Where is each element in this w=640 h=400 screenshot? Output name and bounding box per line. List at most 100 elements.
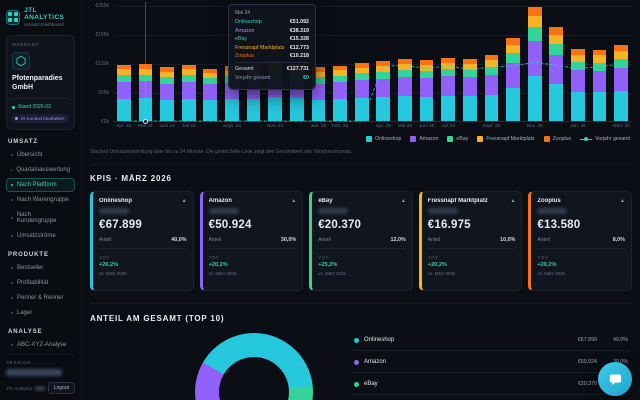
bar-column[interactable]: Apr. 25: [373, 6, 395, 129]
stacked-bar: [333, 65, 347, 121]
bar-column[interactable]: Nov. 25: [524, 6, 546, 129]
bar-column[interactable]: Feb. 25: [329, 6, 351, 129]
stacked-bar: [398, 58, 412, 121]
top10-row-ebay: eBay€20.37012,0%: [352, 373, 630, 395]
tooltip-row: Zooplus €10.218: [235, 53, 309, 59]
tooltip-series-name: Amazon: [235, 27, 255, 34]
x-tick-label: Nov. 25: [526, 124, 543, 129]
legend-label: Zooplus: [552, 136, 572, 142]
chart-tooltip: Mai 24 Onlineshop €51.092 Amazon €38.319 eBa…: [228, 4, 316, 90]
bar-segment-ebay: [116, 75, 131, 82]
tooltip-series-name: eBay: [235, 36, 248, 43]
donut-chart[interactable]: [195, 333, 313, 400]
legend-item-fressnapf-marktplatz[interactable]: Fressnapf Marktplatz: [477, 136, 535, 142]
share-section-title: ANTEIL AM GESAMT (TOP 10): [90, 314, 225, 323]
y-tick-label: €195k: [95, 32, 109, 38]
bar-segment-amazon: [203, 84, 218, 100]
sidebar-item-nach-warengruppe[interactable]: Nach Warengruppe: [6, 193, 75, 207]
platform-badge-redacted: [208, 208, 239, 214]
gesamt-label: Gesamt: [235, 66, 254, 73]
sidebar-item-label: Umsatzströme: [17, 233, 56, 240]
tooltip-series-value: €38.319: [289, 27, 309, 34]
bar-column[interactable]: Juli 24: [178, 6, 200, 129]
bar-column[interactable]: [546, 6, 568, 121]
sidebar-item-profitabilität[interactable]: Profitabilität: [6, 276, 75, 290]
bar-column[interactable]: Jan. 26: [567, 6, 589, 129]
nav-section-title: UMSATZ: [8, 139, 38, 146]
kpi-card-value: €67.899: [99, 219, 142, 231]
bar-segment-onlineshop: [462, 96, 477, 121]
anteil-value: 30,0%: [280, 237, 297, 243]
bar-segment-ebay: [398, 69, 412, 78]
bar-column[interactable]: Juli 25: [437, 6, 459, 129]
bar-segment-zooplus: [571, 48, 585, 55]
bar-segment-amazon: [527, 41, 542, 76]
bar-segment-onlineshop: [527, 75, 542, 121]
stacked-bar: [614, 45, 629, 121]
sidebar-item-penner-renner[interactable]: Penner & Renner: [6, 291, 75, 305]
bar-column[interactable]: [200, 6, 222, 121]
vorjahr-value: €0: [303, 74, 309, 81]
bar-column[interactable]: März 26: [610, 6, 632, 129]
legend-item-ebay[interactable]: eBay: [447, 136, 468, 142]
tooltip-series-value: €51.092: [289, 19, 309, 25]
top10-name: Onlineshop: [364, 337, 395, 343]
legend-label: Vorjahr gesamt: [595, 136, 630, 142]
ki-kontext-link[interactable]: KI-Kontext bearbeiten: [12, 114, 69, 124]
session-label: SESSION: [6, 360, 31, 365]
yoy-compare-label: vs. März 2025: [427, 271, 456, 276]
bar-segment-amazon: [116, 81, 131, 99]
share-section: ANTEIL AM GESAMT (TOP 10) Onlineshop €67.…: [90, 303, 632, 400]
legend-item-onlineshop[interactable]: Onlineshop: [366, 136, 401, 142]
sidebar-item-nach-kundengruppe[interactable]: Nach Kundengruppe: [6, 208, 75, 228]
yoy-value: +20,2%: [208, 262, 228, 268]
sidebar-item-umsatzströme[interactable]: Umsatzströme: [6, 229, 75, 243]
nav-section-title: PRODUKTE: [8, 252, 49, 259]
sidebar-item-abc-xyz-analyse[interactable]: ABC-XYZ-Analyse: [6, 338, 75, 352]
stacked-bar: [592, 49, 607, 121]
legend-item-vorjahr-gesamt[interactable]: Vorjahr gesamt: [580, 136, 630, 142]
stacked-bar-chart[interactable]: Apr. 24 Mai 24 Juni 24 Juli 24 Sept. 24 Nov. …: [113, 2, 632, 129]
bar-column[interactable]: [459, 6, 481, 121]
sidebar-item-label: Nach Plattform: [17, 182, 57, 189]
sidebar-item-quartalsauswertung[interactable]: Quartalsauswertung: [6, 163, 75, 177]
sidebar-item-nach-plattform[interactable]: Nach Plattform: [6, 178, 75, 193]
bar-column[interactable]: [589, 6, 611, 121]
legend-item-zooplus[interactable]: Zooplus: [543, 136, 572, 142]
logout-button[interactable]: Logout: [47, 382, 75, 394]
bar-column[interactable]: Juni 24: [156, 6, 178, 129]
bar-segment-ebay: [181, 75, 196, 82]
sidebar-item-übersicht[interactable]: Übersicht: [6, 148, 75, 162]
bar-column[interactable]: [351, 6, 373, 121]
y-axis: €260k €195k €130k €65k €0k: [90, 3, 113, 125]
sidebar-item-lager[interactable]: Lager: [6, 306, 75, 320]
bar-segment-onlineshop: [181, 98, 196, 121]
legend-item-amazon[interactable]: Amazon: [410, 136, 438, 142]
bar-column[interactable]: Mai 25: [394, 6, 416, 129]
series-dot-icon: [354, 359, 359, 365]
x-tick-label: Mai 25: [397, 124, 413, 129]
bar-segment-ebay: [484, 67, 499, 76]
tooltip-series-name: Fressnapf Marktplatz: [235, 44, 285, 51]
bar-segment-onlineshop: [549, 83, 564, 121]
bar-column[interactable]: Apr. 24: [113, 6, 135, 129]
bar-column[interactable]: Sept. 25: [481, 6, 503, 129]
top10-row-onlineshop: Onlineshop €67.899 40,0%: [352, 329, 630, 351]
x-tick-label: Juli 24: [181, 124, 196, 129]
anteil-label: Anteil: [99, 237, 112, 243]
bar-segment-amazon: [462, 77, 477, 96]
bar-segment-ebay: [549, 44, 564, 56]
legend-swatch-icon: [477, 136, 484, 142]
bar-column[interactable]: Juni 25: [416, 6, 438, 129]
platform-badge-redacted: [537, 208, 568, 214]
chat-fab-button[interactable]: [598, 362, 632, 396]
bar-column[interactable]: [502, 6, 524, 121]
bar-segment-onlineshop: [614, 90, 629, 121]
sidebar-item-bestseller[interactable]: Bestseller: [6, 261, 75, 275]
kpi-card-value: €16.975: [427, 219, 471, 231]
yoy-label: YOY: [99, 255, 110, 260]
yoy-value: +25,2%: [318, 262, 338, 268]
bar-segment-onlineshop: [484, 94, 499, 121]
kpi-card-value: €20.370: [318, 219, 362, 231]
